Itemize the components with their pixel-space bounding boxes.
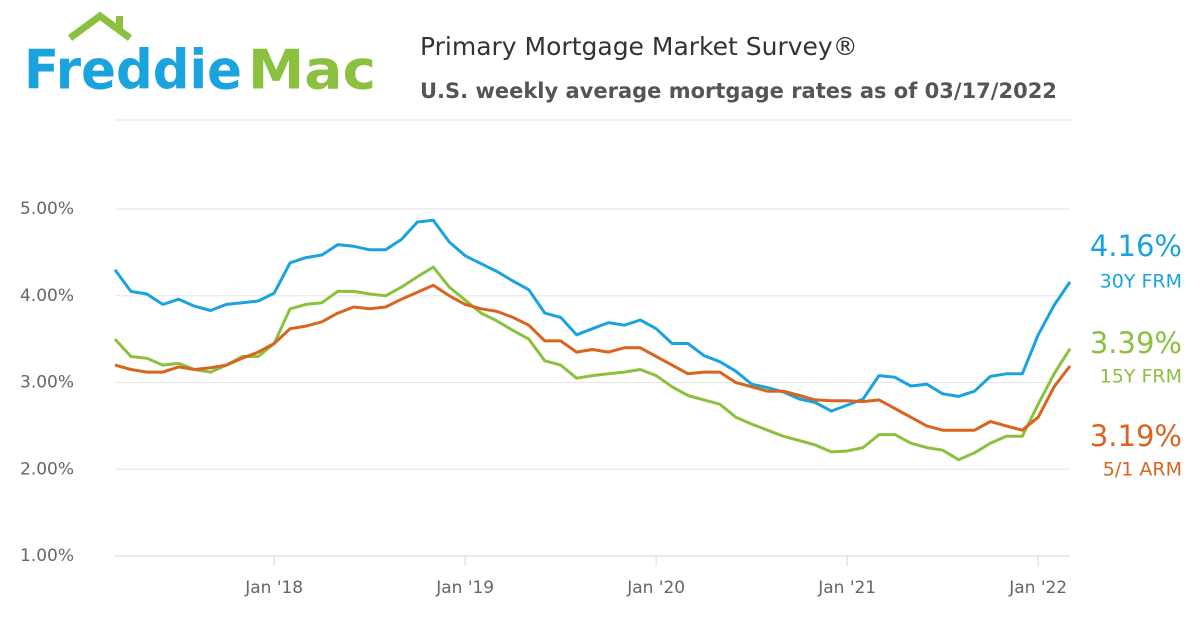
y-tick-label: 4.00% [20,286,74,306]
logo-chimney [116,16,123,30]
series-line [113,218,1072,413]
data-label: 3.39% [1090,326,1182,360]
y-tick-label: 1.00% [20,546,74,566]
data-label: 3.19% [1090,419,1182,453]
y-tick-label: 3.00% [20,373,74,393]
y-tick-label: 5.00% [20,199,74,219]
logo: Freddie Mac [24,11,376,102]
logo-text: Mac [248,39,376,102]
legend-label: 15Y FRM [1100,366,1182,388]
logo-text: Freddie [24,39,242,102]
x-tick-label: Jan '19 [435,578,494,598]
x-tick-label: Jan '21 [817,578,876,598]
x-tick-label: Jan '22 [1008,578,1067,598]
data-label: 4.16% [1090,229,1182,263]
legend-label: 30Y FRM [1100,271,1182,293]
series-line [114,283,1072,432]
chart-title: Primary Mortgage Market Survey® [420,32,858,61]
x-tick-label: Jan '18 [244,578,303,598]
x-tick-label: Jan '20 [626,578,685,598]
logo-roof [67,11,133,41]
legend-label: 5/1 ARM [1103,459,1182,481]
chart-subtitle: U.S. weekly average mortgage rates as of… [420,79,1057,103]
y-tick-label: 2.00% [20,459,74,479]
